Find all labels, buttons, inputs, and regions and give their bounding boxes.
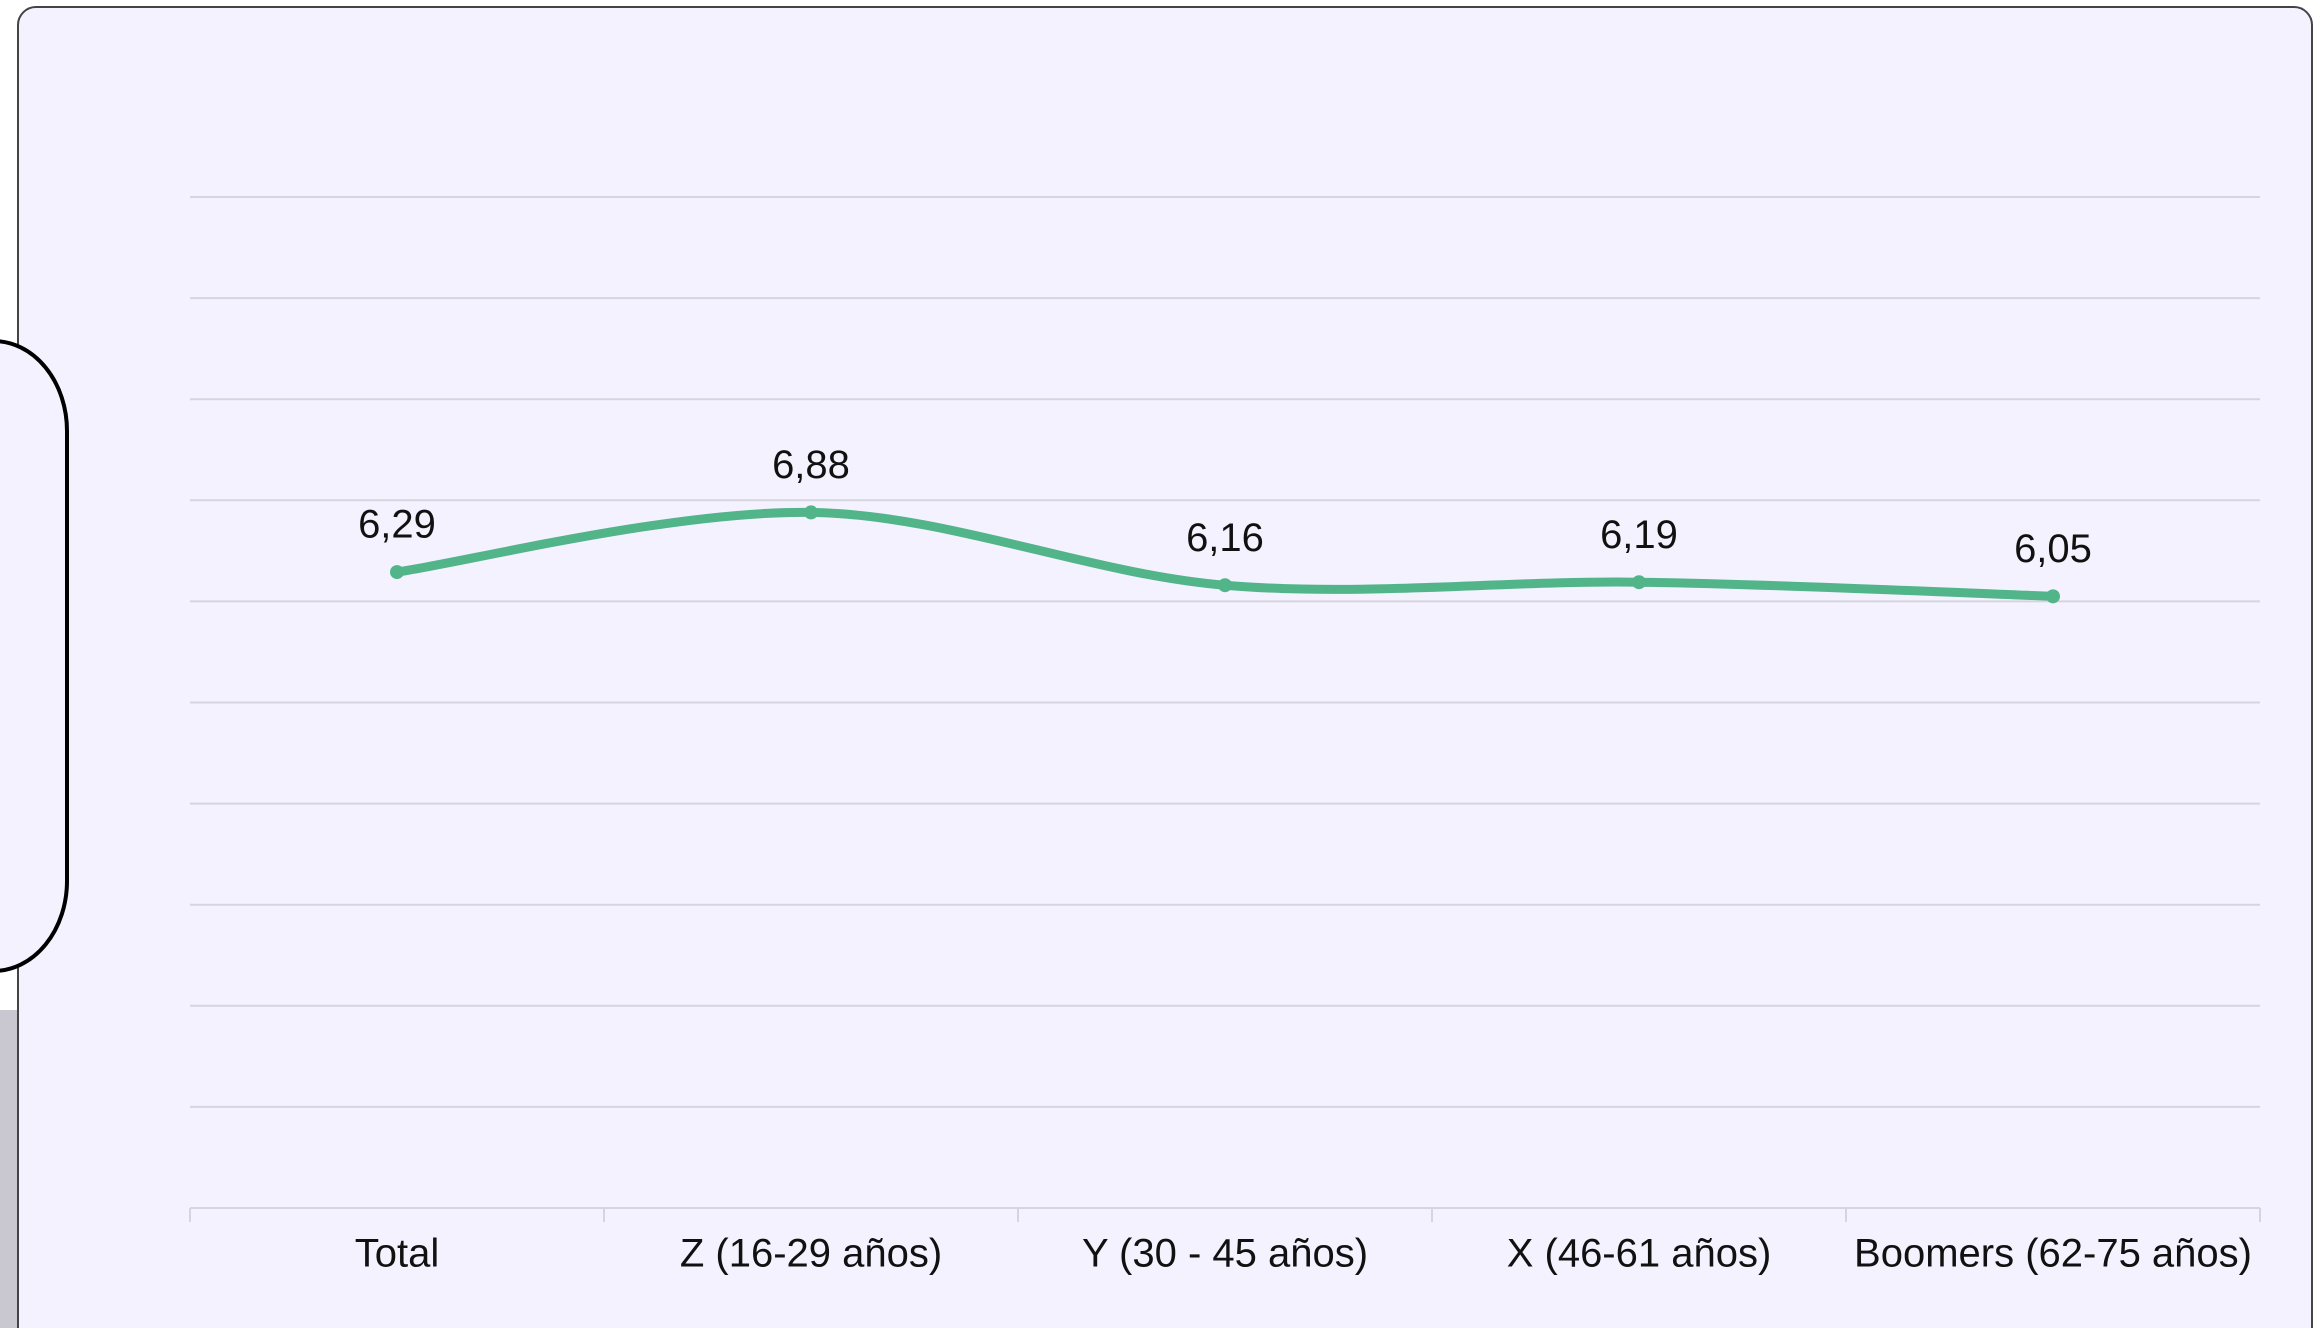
card [17, 6, 2313, 1328]
data-label: 6,88 [772, 443, 850, 487]
point [390, 565, 404, 580]
x-tick-label: Y (30 - 45 años) [1082, 1232, 1368, 1276]
x-tick-label: Total [355, 1232, 440, 1276]
x-tick-label: Boomers (62-75 años) [1854, 1232, 2252, 1276]
point [1218, 578, 1232, 593]
data-label: 6,16 [1186, 516, 1264, 560]
side-panel [0, 339, 69, 973]
x-tick-label: Z (16-29 años) [680, 1232, 942, 1276]
data-label: 6,05 [2014, 527, 2092, 571]
x-tick-label: X (46-61 años) [1507, 1232, 1772, 1276]
point [2046, 589, 2060, 604]
point [804, 505, 818, 520]
point [1632, 575, 1646, 590]
data-label: 6,19 [1600, 513, 1678, 557]
data-label: 6,29 [358, 503, 436, 547]
plot: Total Z (16-29 años) Y (30 - 45 años) X (46… [189, 196, 2261, 1276]
